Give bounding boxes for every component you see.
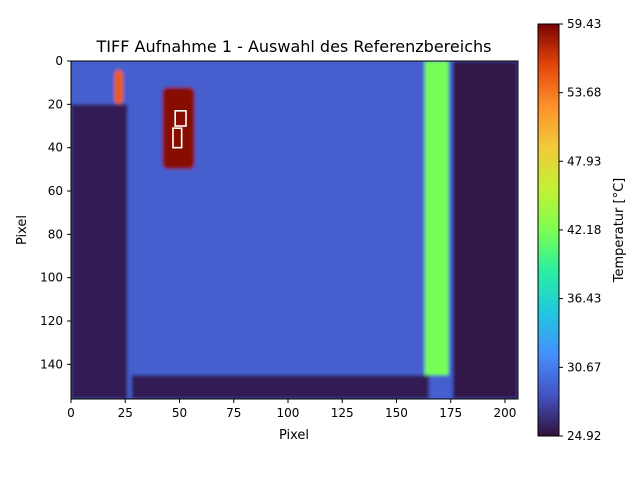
colorbar-ticks: 24.92 30.67 36.43 42.18 47.93 53.68 59.43	[559, 17, 601, 443]
colorbar-tick-label: 42.18	[567, 223, 601, 237]
chart-title: TIFF Aufnahme 1 - Auswahl des Referenzbe…	[96, 37, 492, 56]
heatmap-region-dark-left-band	[71, 104, 128, 399]
x-tick-label: 175	[439, 406, 462, 420]
reference-rectangle-2	[172, 127, 183, 149]
heatmap-region-vertical-warm-line	[424, 61, 449, 376]
x-tick-label: 100	[277, 406, 300, 420]
x-tick-label: 50	[172, 406, 187, 420]
colorbar-tick-label: 53.68	[567, 86, 601, 100]
y-tick-label: 80	[48, 227, 63, 241]
y-axis: 0 20 40 60 80 100 120 140	[40, 54, 71, 371]
colorbar-tick-label: 47.93	[567, 154, 601, 168]
colorbar-label: Temperatur [°C]	[612, 178, 627, 284]
colorbar-tick-label: 30.67	[567, 360, 601, 374]
reference-rectangles	[172, 110, 187, 149]
colorbar-tick-label: 59.43	[567, 17, 601, 31]
y-tick-label: 20	[48, 97, 63, 111]
x-tick-label: 25	[118, 406, 133, 420]
x-tick-label: 200	[494, 406, 517, 420]
x-axis: 0 25 50 75 100 125 150 175 200	[67, 399, 516, 420]
y-tick-label: 140	[40, 357, 63, 371]
x-tick-label: 125	[331, 406, 354, 420]
y-tick-label: 120	[40, 314, 63, 328]
y-axis-label: Pixel	[15, 215, 30, 245]
heatmap-region-dark-right-band	[452, 61, 518, 399]
heatmap-regions	[71, 61, 518, 399]
x-tick-label: 0	[67, 406, 75, 420]
y-tick-label: 100	[40, 271, 63, 285]
heatmap-image	[71, 61, 518, 399]
x-tick-label: 75	[226, 406, 241, 420]
heatmap-region-dark-bottom-band	[131, 375, 430, 399]
y-tick-label: 60	[48, 184, 63, 198]
y-tick-label: 0	[55, 54, 63, 68]
y-tick-label: 40	[48, 141, 63, 155]
x-axis-label: Pixel	[279, 428, 309, 443]
x-tick-label: 150	[385, 406, 408, 420]
colorbar	[537, 23, 560, 437]
colorbar-tick-label: 24.92	[567, 429, 601, 443]
heatmap-region-hot-strip-left	[114, 69, 124, 105]
colorbar-tick-label: 36.43	[567, 292, 601, 306]
reference-rectangle-1	[174, 110, 187, 127]
plot-frame	[70, 60, 519, 400]
